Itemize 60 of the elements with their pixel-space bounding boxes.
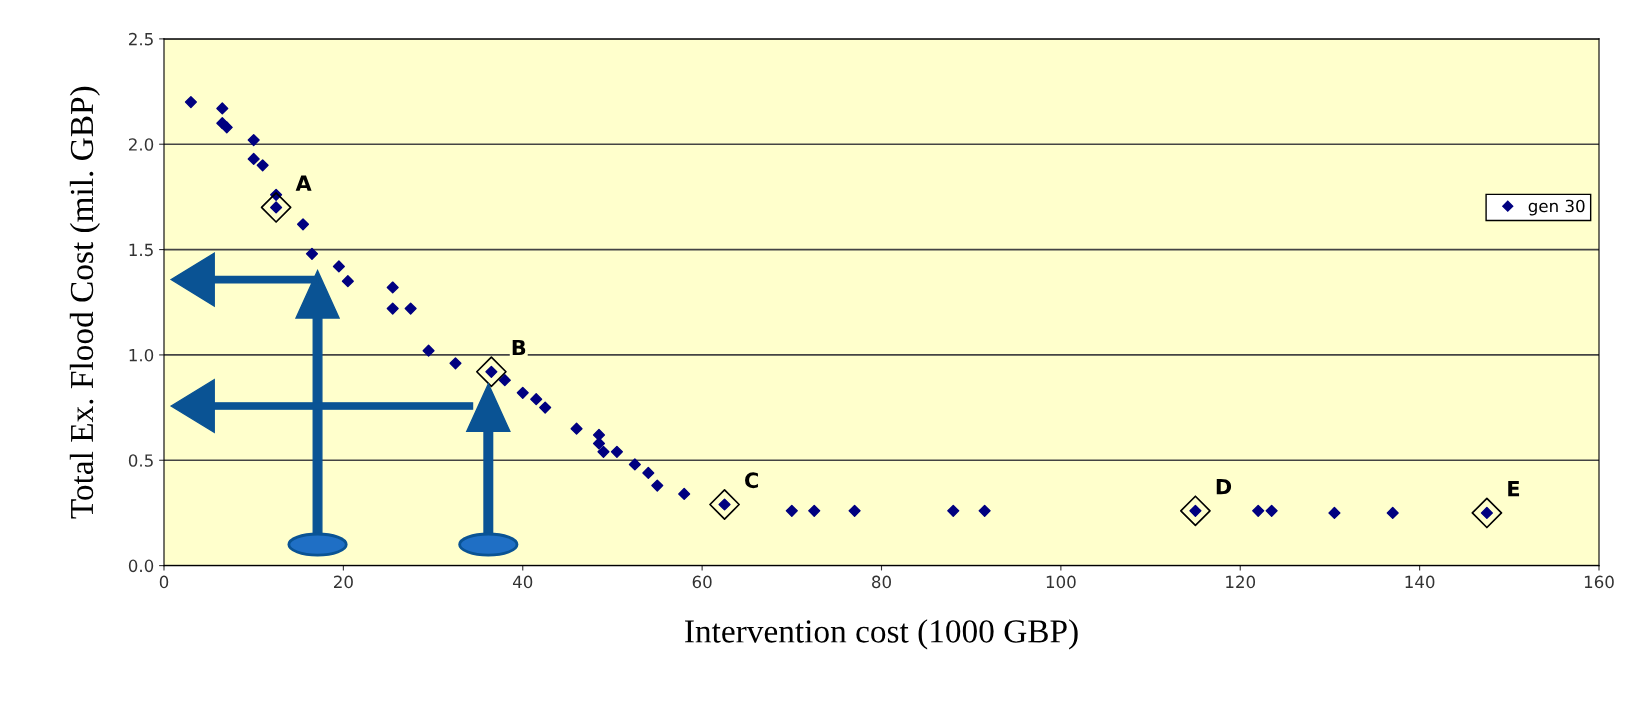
annotation: A (295, 175, 312, 191)
point (848, 504, 861, 517)
point (651, 479, 664, 492)
point (516, 386, 529, 399)
point (597, 445, 610, 458)
annotation: E (1508, 481, 1520, 497)
point (216, 102, 229, 115)
y-axis-title: Total Ex. Flood Cost (mil. GBP) (69, 86, 100, 519)
x-tick-label: 100 (1046, 575, 1076, 589)
point (1265, 504, 1278, 517)
point (386, 281, 399, 294)
point (220, 121, 233, 134)
x-tick-label: 0 (159, 575, 169, 589)
point (530, 393, 543, 406)
y-tick-label: 0.5 (128, 454, 153, 467)
point (386, 302, 399, 315)
point (610, 445, 623, 458)
point (498, 374, 511, 387)
point (808, 504, 821, 517)
point (592, 428, 606, 442)
point (1252, 504, 1265, 517)
point (247, 133, 260, 147)
point (592, 437, 606, 450)
annotation: C (745, 472, 758, 489)
legend-label: gen 30 (1528, 199, 1585, 216)
point (642, 466, 655, 479)
annotation: D (1216, 478, 1232, 495)
point (449, 357, 462, 370)
point (947, 504, 960, 517)
y-tick-label: 1.5 (129, 243, 153, 257)
x-axis-title: Intervention cost (1000 GBP) (685, 619, 1078, 650)
x-tick-label: 160 (1584, 575, 1614, 589)
x-tick-label: 40 (512, 575, 533, 589)
point (422, 344, 435, 357)
y-tick-label: 2.5 (128, 32, 153, 46)
y-tick-label: 1.0 (129, 348, 154, 362)
y-tick-label: 2.0 (128, 138, 154, 151)
point (570, 422, 583, 435)
point (184, 96, 197, 109)
x-tick-label: 140 (1405, 575, 1435, 589)
point (341, 275, 354, 288)
x-tick-label: 80 (872, 575, 891, 589)
x-tick-label: 120 (1226, 575, 1256, 589)
x-tick-label: 20 (333, 575, 353, 589)
point (678, 487, 691, 501)
point (978, 504, 991, 517)
point (628, 458, 641, 471)
point (296, 218, 310, 231)
point (785, 504, 798, 517)
point (1328, 506, 1341, 520)
point (247, 152, 260, 166)
x-tick-label: 60 (692, 575, 712, 589)
point (305, 247, 319, 260)
annotation: B (512, 339, 526, 356)
point (404, 302, 417, 315)
point (539, 401, 552, 414)
y-tick-label: 0.0 (128, 559, 154, 573)
point (256, 159, 269, 172)
point (1386, 506, 1399, 520)
point (332, 260, 345, 273)
